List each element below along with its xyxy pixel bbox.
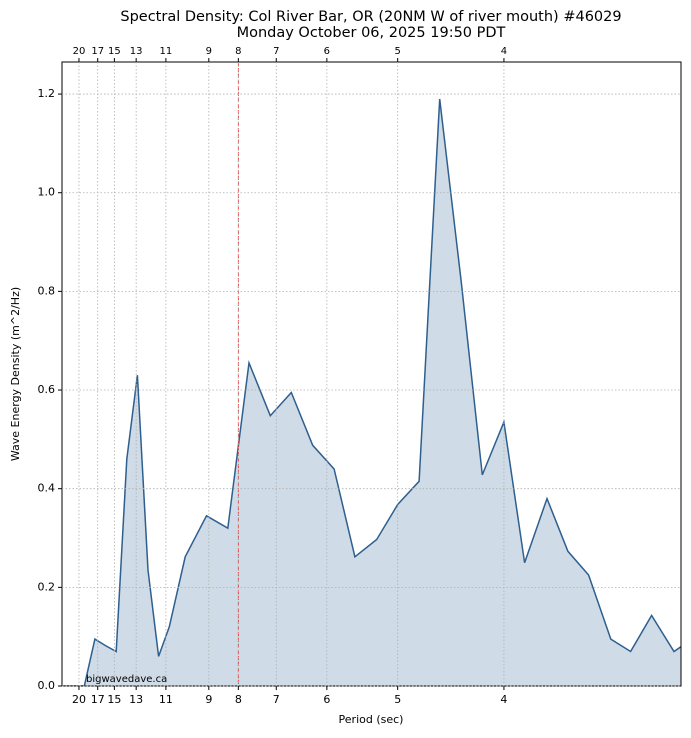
x-tick-label-top: 20 xyxy=(73,46,86,57)
y-tick-label: 1.2 xyxy=(38,87,56,100)
x-tick-label: 13 xyxy=(129,693,143,706)
x-tick-label: 17 xyxy=(91,693,105,706)
x-tick-label-top: 6 xyxy=(324,46,330,57)
x-tick-label: 6 xyxy=(323,693,330,706)
x-axis-label: Period (sec) xyxy=(339,713,404,726)
watermark: bigwavedave.ca xyxy=(86,674,167,685)
x-tick-label: 20 xyxy=(72,693,86,706)
y-tick-label: 0.4 xyxy=(38,482,56,495)
x-tick-label-top: 9 xyxy=(206,46,212,57)
x-tick-label-top: 11 xyxy=(160,46,173,57)
area xyxy=(63,99,681,686)
x-tick-label: 8 xyxy=(235,693,242,706)
x-tick-label: 5 xyxy=(394,693,401,706)
x-tick-label-top: 15 xyxy=(108,46,121,57)
x-tick-label: 9 xyxy=(205,693,212,706)
y-tick-label: 0.0 xyxy=(38,679,56,692)
y-tick-label: 0.2 xyxy=(38,580,56,593)
chart-subtitle: Monday October 06, 2025 19:50 PDT xyxy=(237,25,506,41)
x-tick-label: 7 xyxy=(273,693,280,706)
x-tick-label-top: 4 xyxy=(501,46,507,57)
y-tick-label: 1.0 xyxy=(38,186,56,199)
y-tick-label: 0.6 xyxy=(38,383,56,396)
x-tick-label-top: 13 xyxy=(130,46,143,57)
x-tick-label-top: 8 xyxy=(235,46,241,57)
x-tick-label-top: 17 xyxy=(91,46,104,57)
line xyxy=(63,98,681,686)
x-tick-label: 4 xyxy=(500,693,507,706)
x-tick-label-top: 5 xyxy=(395,46,401,57)
plot-area xyxy=(63,62,681,686)
chart-title: Spectral Density: Col River Bar, OR (20N… xyxy=(120,9,621,25)
x-tick-label: 15 xyxy=(107,693,121,706)
y-axis-label: Wave Energy Density (m^2/Hz) xyxy=(9,287,22,461)
x-tick-label-top: 7 xyxy=(273,46,279,57)
y-tick-label: 0.8 xyxy=(38,284,56,297)
x-tick-label: 11 xyxy=(159,693,173,706)
